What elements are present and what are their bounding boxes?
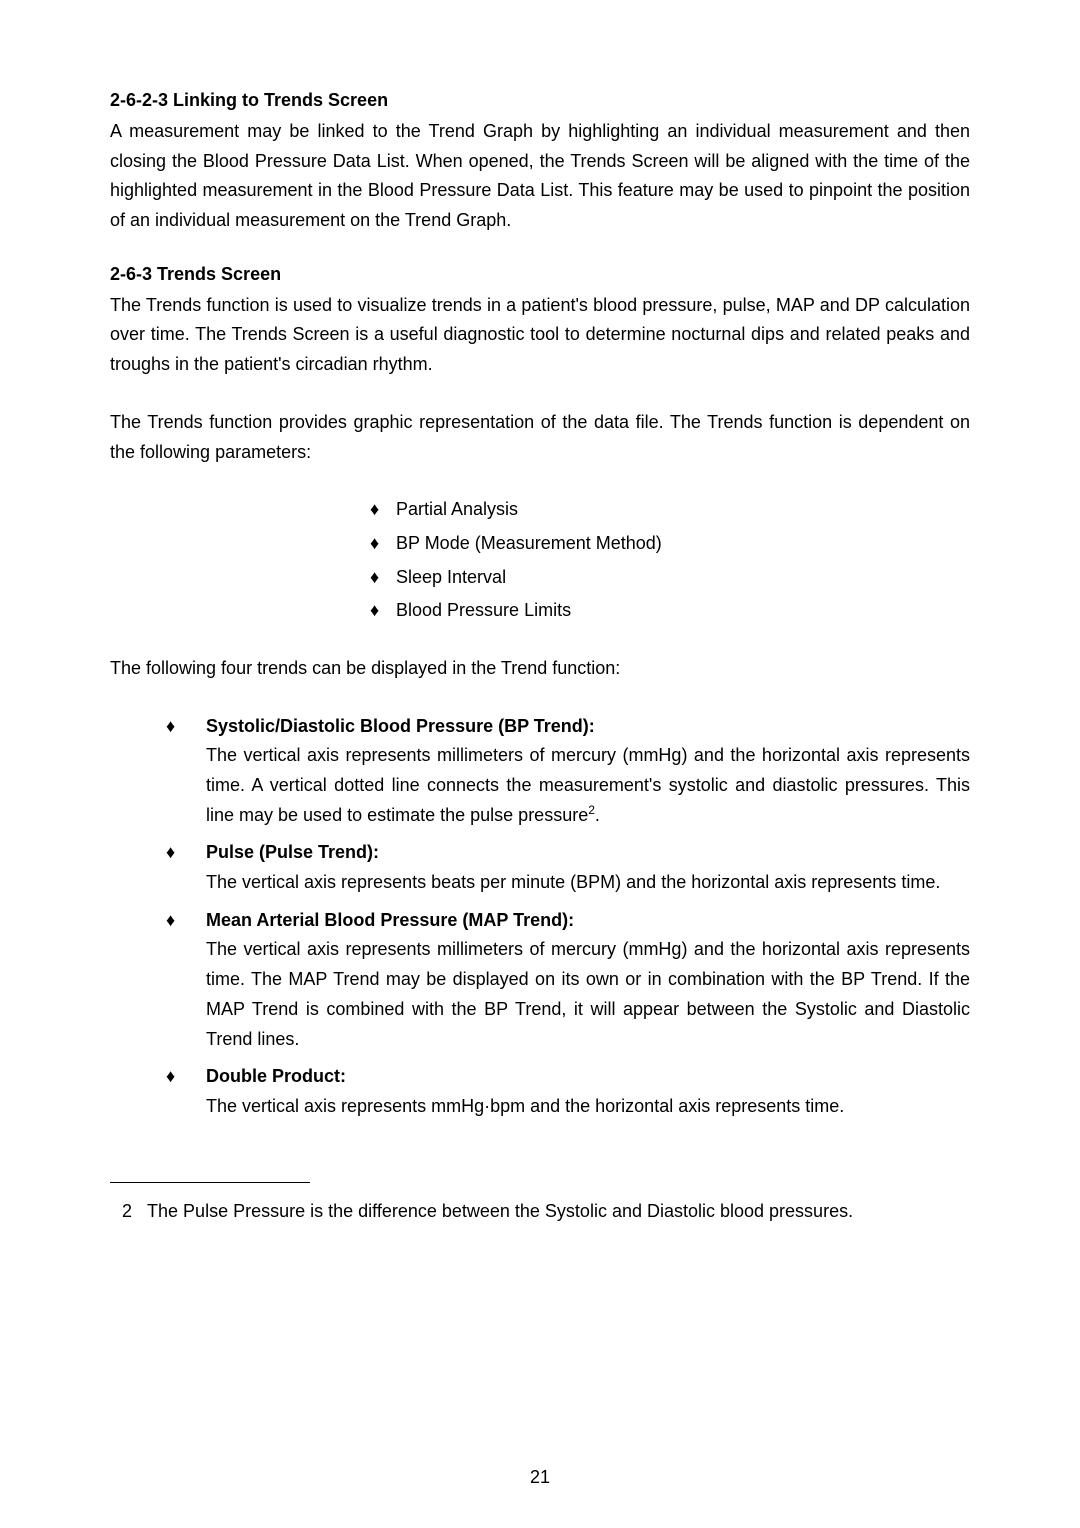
diamond-bullet-icon: ♦: [166, 906, 206, 936]
trend-item-title: Double Product:: [206, 1062, 346, 1092]
trend-item-desc: The vertical axis represents mmHg·bpm an…: [206, 1092, 970, 1122]
section-2-para-2: The Trends function provides graphic rep…: [110, 408, 970, 467]
list-item-text: Sleep Interval: [396, 563, 506, 593]
diamond-bullet-icon: ♦: [166, 1062, 206, 1092]
footnote-ref: 2: [588, 803, 595, 817]
list-item-text: BP Mode (Measurement Method): [396, 529, 662, 559]
diamond-bullet-icon: ♦: [370, 563, 396, 593]
diamond-bullet-icon: ♦: [166, 712, 206, 742]
trend-item: ♦ Double Product: The vertical axis repr…: [166, 1062, 970, 1121]
list-item: ♦ Partial Analysis: [370, 495, 970, 525]
trend-item: ♦ Pulse (Pulse Trend): The vertical axis…: [166, 838, 970, 897]
trend-item: ♦ Mean Arterial Blood Pressure (MAP Tren…: [166, 906, 970, 1054]
trend-item-head: ♦ Mean Arterial Blood Pressure (MAP Tren…: [166, 906, 970, 936]
section-2: 2-6-3 Trends Screen The Trends function …: [110, 264, 970, 1122]
parameter-list: ♦ Partial Analysis ♦ BP Mode (Measuremen…: [370, 495, 970, 626]
section-2-heading: 2-6-3 Trends Screen: [110, 264, 970, 285]
list-item-text: Partial Analysis: [396, 495, 518, 525]
section-1: 2-6-2-3 Linking to Trends Screen A measu…: [110, 90, 970, 236]
list-item: ♦ Blood Pressure Limits: [370, 596, 970, 626]
trend-item-title: Pulse (Pulse Trend):: [206, 838, 379, 868]
footnote-separator: [110, 1182, 310, 1183]
section-2-para-1: The Trends function is used to visualize…: [110, 291, 970, 380]
diamond-bullet-icon: ♦: [370, 596, 396, 626]
trend-item-desc: The vertical axis represents beats per m…: [206, 868, 970, 898]
section-1-para: A measurement may be linked to the Trend…: [110, 117, 970, 236]
diamond-bullet-icon: ♦: [166, 838, 206, 868]
trend-item-head: ♦ Double Product:: [166, 1062, 970, 1092]
trend-item-head: ♦ Systolic/Diastolic Blood Pressure (BP …: [166, 712, 970, 742]
trend-desc-text-post: .: [595, 805, 600, 825]
trend-item-desc: The vertical axis represents millimeters…: [206, 741, 970, 830]
diamond-bullet-icon: ♦: [370, 495, 396, 525]
trend-item-head: ♦ Pulse (Pulse Trend):: [166, 838, 970, 868]
trend-item: ♦ Systolic/Diastolic Blood Pressure (BP …: [166, 712, 970, 831]
footnote-number: 2: [122, 1201, 132, 1221]
list-item: ♦ Sleep Interval: [370, 563, 970, 593]
footnote-text: The Pulse Pressure is the difference bet…: [147, 1201, 853, 1221]
trend-item-title: Systolic/Diastolic Blood Pressure (BP Tr…: [206, 712, 595, 742]
trend-item-title: Mean Arterial Blood Pressure (MAP Trend)…: [206, 906, 574, 936]
trend-list: ♦ Systolic/Diastolic Blood Pressure (BP …: [166, 712, 970, 1122]
list-item-text: Blood Pressure Limits: [396, 596, 571, 626]
footnote: 2 The Pulse Pressure is the difference b…: [150, 1201, 970, 1222]
list-item: ♦ BP Mode (Measurement Method): [370, 529, 970, 559]
section-2-para-3: The following four trends can be display…: [110, 654, 970, 684]
diamond-bullet-icon: ♦: [370, 529, 396, 559]
section-1-heading: 2-6-2-3 Linking to Trends Screen: [110, 90, 970, 111]
trend-item-desc: The vertical axis represents millimeters…: [206, 935, 970, 1054]
page-number: 21: [0, 1467, 1080, 1488]
